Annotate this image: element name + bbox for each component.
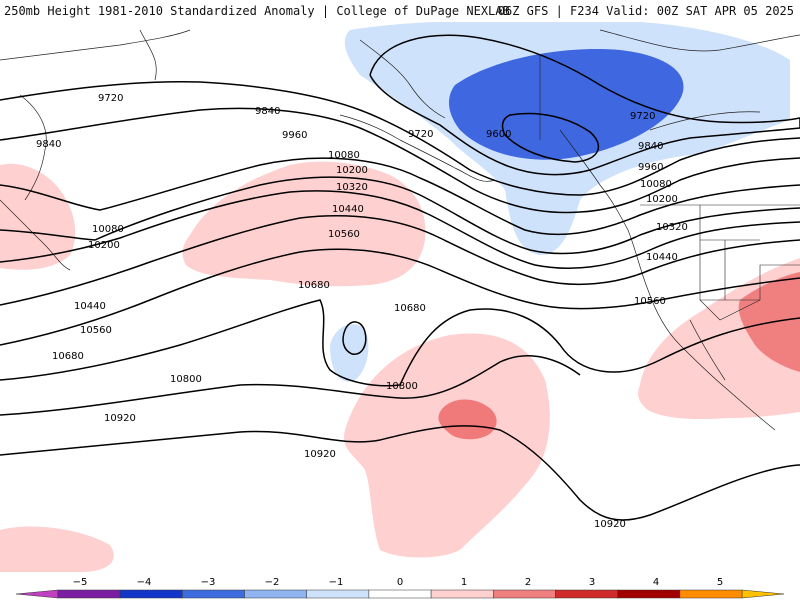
contour-label-10440-center: 10440 [332,204,364,215]
colorbar-tick-label: −1 [329,577,344,588]
contour-label-9960-east: 9960 [638,162,663,173]
contour-label-10920-center: 10920 [304,449,336,460]
colorbar-tick-label: 4 [653,577,659,588]
contour-label-10560-east: 10560 [634,296,666,307]
contour-label-10680-west: 10680 [52,351,84,362]
colorbar-swatch [306,589,370,599]
contour-labels: 9600 9720 9720 9720 9840 9840 9840 9960 … [36,93,688,530]
contour-label-10800-center: 10800 [386,381,418,392]
colorbar-swatch [493,589,556,599]
colorbar-tick-label: 0 [397,577,403,588]
anomaly-map: 9600 9720 9720 9720 9840 9840 9840 9960 … [0,22,800,572]
positive-anomaly-core [438,399,497,440]
colorbar-swatch [679,589,743,599]
contour-label-9720-west: 9720 [98,93,123,104]
colorbar-swatch [555,589,618,599]
colorbar-tick-label: 5 [717,577,723,588]
contour-label-10680-center: 10680 [298,280,330,291]
colorbar-tick-label: 3 [589,577,595,588]
contour-label-9840-center: 9840 [255,106,280,117]
anomaly-colorbar: −5 −4 −3 −2 −1 0 1 2 3 4 5 [15,577,785,599]
colorbar-tick-label: 1 [461,577,467,588]
positive-anomaly-southwest [0,526,114,572]
colorbar-swatch [182,589,245,599]
contour-label-10800-west: 10800 [170,374,202,385]
contour-label-10080-center: 10080 [328,150,360,161]
colorbar-ticks: −5 −4 −3 −2 −1 0 1 2 3 4 5 [73,577,724,588]
contour-label-9600: 9600 [486,129,511,140]
contour-label-10680-right: 10680 [394,303,426,314]
colorbar-tick-label: 2 [525,577,531,588]
contour-label-10320-east: 10320 [656,222,688,233]
colorbar-swatch [430,589,494,599]
positive-anomaly-west [0,163,76,270]
contour-label-10320-center: 10320 [336,182,368,193]
contour-label-9720-east: 9720 [630,111,655,122]
contour-label-10080-west: 10080 [92,224,124,235]
height-contours [0,34,800,521]
political-borders [539,55,800,321]
map-header: 250mb Height 1981-2010 Standardized Anom… [0,0,800,22]
contour-label-10200-west: 10200 [88,240,120,251]
colorbar-tick-label: −3 [201,577,216,588]
contour-label-10560-west: 10560 [80,325,112,336]
contour-label-10440-west: 10440 [74,301,106,312]
contour-label-10560-center: 10560 [328,229,360,240]
contour-label-10440-east: 10440 [646,252,678,263]
contour-label-10920-west: 10920 [104,413,136,424]
colorbar-swatch [15,589,59,599]
model-run-info: 06Z GFS | F234 Valid: 00Z SAT APR 05 202… [497,4,794,18]
colorbar-tick-label: −5 [73,577,88,588]
contour-label-9840-west: 9840 [36,139,61,150]
coastlines [0,29,800,431]
contour-label-10200-center: 10200 [336,165,368,176]
contour-label-9720-center: 9720 [408,129,433,140]
contour-label-9840-east: 9840 [638,141,663,152]
colorbar-swatch [368,589,432,599]
positive-anomaly-pacific [182,161,426,287]
colorbar-swatch [244,589,307,599]
contour-label-10920-east: 10920 [594,519,626,530]
colorbar-swatch [617,589,681,599]
colorbar-tick-label: −4 [137,577,152,588]
colorbar-tick-label: −2 [265,577,280,588]
anomaly-shading [0,22,800,572]
colorbar-segments [15,589,785,599]
map-title: 250mb Height 1981-2010 Standardized Anom… [4,4,510,18]
contour-label-10080-east: 10080 [640,179,672,190]
negative-anomaly-core [448,49,684,160]
positive-anomaly-south [344,333,550,558]
colorbar-swatch [741,589,785,599]
contour-label-9960-center: 9960 [282,130,307,141]
contour-label-10200-east: 10200 [646,194,678,205]
colorbar-swatch [57,589,121,599]
colorbar-swatch [119,589,183,599]
